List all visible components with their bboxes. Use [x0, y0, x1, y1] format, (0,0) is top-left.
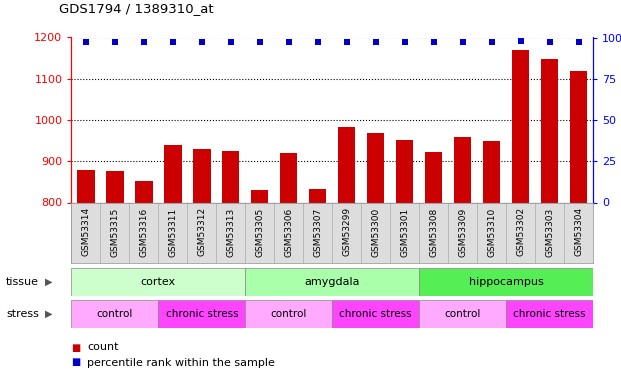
Point — [371, 39, 381, 45]
Text: GSM53310: GSM53310 — [487, 207, 496, 256]
Bar — [367, 133, 384, 202]
Text: percentile rank within the sample: percentile rank within the sample — [87, 357, 275, 368]
Text: GSM53311: GSM53311 — [168, 207, 178, 256]
Bar — [512, 50, 529, 202]
Bar — [396, 140, 414, 202]
Bar — [280, 153, 297, 203]
Point — [313, 39, 323, 45]
Text: GSM53305: GSM53305 — [255, 207, 265, 256]
Bar — [71, 300, 158, 328]
Bar — [193, 149, 211, 202]
Bar — [71, 268, 245, 296]
Bar — [570, 71, 587, 202]
Bar — [309, 189, 327, 202]
Point — [139, 39, 149, 45]
Text: control: control — [271, 309, 307, 319]
Bar — [506, 300, 593, 328]
Point — [284, 39, 294, 45]
Bar — [164, 145, 181, 202]
Bar — [419, 300, 506, 328]
Text: chronic stress: chronic stress — [340, 309, 412, 319]
Bar — [483, 141, 501, 202]
Text: stress: stress — [6, 309, 39, 319]
Bar — [245, 268, 419, 296]
Text: count: count — [87, 342, 119, 352]
Text: GSM53307: GSM53307 — [313, 207, 322, 256]
Text: ■: ■ — [71, 357, 81, 368]
Bar — [251, 190, 268, 202]
Bar — [338, 127, 355, 202]
Bar — [106, 171, 124, 202]
Point — [168, 39, 178, 45]
Point — [197, 39, 207, 45]
Text: GSM53314: GSM53314 — [81, 207, 91, 256]
Point — [574, 39, 584, 45]
Bar — [425, 152, 442, 202]
Bar — [454, 136, 471, 202]
Bar — [135, 181, 153, 203]
Text: ■: ■ — [71, 342, 81, 352]
Point — [458, 39, 468, 45]
Text: GSM53306: GSM53306 — [284, 207, 293, 256]
Text: amygdala: amygdala — [304, 277, 360, 287]
Text: ▶: ▶ — [45, 277, 53, 287]
Text: ▶: ▶ — [45, 309, 53, 319]
Point — [255, 39, 265, 45]
Point — [110, 39, 120, 45]
Text: GDS1794 / 1389310_at: GDS1794 / 1389310_at — [59, 2, 214, 15]
Bar — [332, 300, 419, 328]
Text: cortex: cortex — [141, 277, 176, 287]
Text: GSM53309: GSM53309 — [458, 207, 467, 256]
Bar — [222, 151, 240, 202]
Point — [342, 39, 351, 45]
Text: GSM53303: GSM53303 — [545, 207, 554, 256]
Point — [226, 39, 236, 45]
Bar — [77, 170, 94, 202]
Bar — [158, 300, 245, 328]
Text: GSM53312: GSM53312 — [197, 207, 206, 256]
Text: GSM53304: GSM53304 — [574, 207, 583, 256]
Bar — [245, 300, 332, 328]
Text: GSM53301: GSM53301 — [400, 207, 409, 256]
Bar — [419, 268, 593, 296]
Text: GSM53308: GSM53308 — [429, 207, 438, 256]
Point — [400, 39, 410, 45]
Text: GSM53315: GSM53315 — [111, 207, 119, 256]
Text: GSM53316: GSM53316 — [139, 207, 148, 256]
Text: chronic stress: chronic stress — [514, 309, 586, 319]
Point — [487, 39, 497, 45]
Point — [515, 38, 525, 44]
Bar — [541, 59, 558, 202]
Text: GSM53313: GSM53313 — [226, 207, 235, 256]
Text: control: control — [445, 309, 481, 319]
Text: tissue: tissue — [6, 277, 39, 287]
Text: GSM53300: GSM53300 — [371, 207, 380, 256]
Text: chronic stress: chronic stress — [166, 309, 238, 319]
Text: GSM53302: GSM53302 — [516, 207, 525, 256]
Text: GSM53299: GSM53299 — [342, 207, 351, 256]
Point — [81, 39, 91, 45]
Point — [428, 39, 438, 45]
Text: hippocampus: hippocampus — [469, 277, 543, 287]
Text: control: control — [97, 309, 133, 319]
Point — [545, 39, 555, 45]
